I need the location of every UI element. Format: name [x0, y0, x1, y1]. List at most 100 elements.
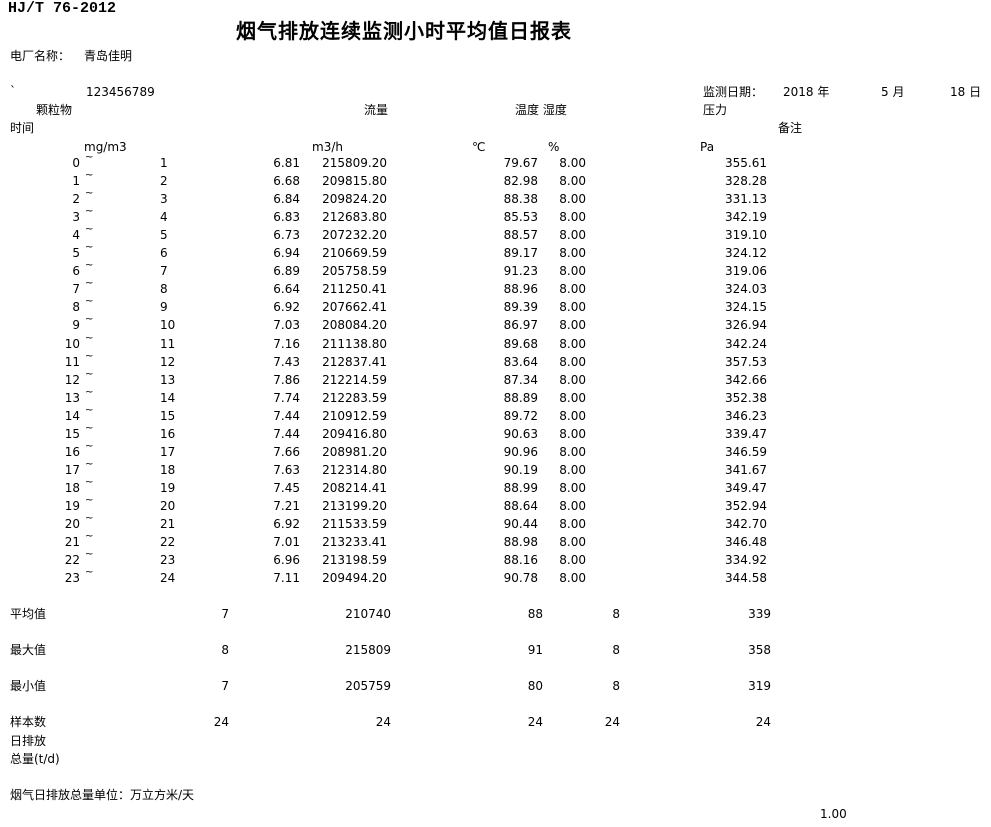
hour-start: 1 [72, 174, 80, 189]
hour-start: 4 [72, 228, 80, 243]
humidity-value: 8.00 [559, 264, 586, 279]
humidity-value: 8.00 [559, 228, 586, 243]
plant-name: 青岛佳明 [84, 49, 133, 63]
humidity-value: 8.00 [559, 174, 586, 189]
unit-flow: m3/h [312, 140, 343, 154]
hour-start: 20 [64, 517, 80, 531]
flow-value: 207232.20 [322, 228, 387, 243]
hour-end: 9 [160, 300, 168, 315]
humidity-value: 8.00 [559, 246, 586, 261]
pressure-value: 352.38 [725, 390, 767, 405]
tilde-separator: ~ [85, 188, 94, 200]
particulate-value: 7.03 [273, 318, 300, 333]
flow-value: 211138.80 [322, 336, 387, 351]
hour-end: 5 [160, 228, 168, 243]
hour-end: 20 [160, 498, 176, 513]
daily-total-label-1: 日排放 [10, 734, 47, 748]
pressure-value: 326.94 [725, 318, 767, 333]
particulate-value: 6.84 [273, 192, 300, 207]
pressure-value: 341.67 [725, 462, 767, 477]
particulate-value: 6.92 [273, 300, 300, 315]
col-flow: 流量 [364, 103, 389, 117]
humidity-value: 8.00 [559, 372, 586, 387]
hour-start: 18 [64, 480, 80, 495]
particulate-value: 6.81 [273, 156, 300, 170]
temperature-value: 91.23 [503, 264, 538, 279]
flow-value: 211250.41 [322, 282, 387, 297]
tilde-separator: ~ [85, 422, 94, 434]
tilde-separator: ~ [85, 368, 94, 380]
flow-value: 212283.59 [322, 390, 387, 405]
pressure-value: 357.53 [725, 354, 767, 369]
flow-value: 213198.59 [322, 553, 387, 568]
col-particulate: 颗粒物 [36, 103, 73, 117]
particulate-value: 6.89 [273, 264, 300, 279]
temperature-value: 88.57 [503, 228, 538, 243]
pressure-value: 342.24 [725, 336, 767, 351]
particulate-value: 7.21 [273, 498, 300, 513]
tilde-separator: ~ [85, 404, 94, 416]
tilde-separator: ~ [85, 332, 94, 344]
hour-start: 3 [72, 210, 80, 225]
hour-start: 14 [64, 408, 80, 423]
summary-label: 样本数 [10, 715, 47, 729]
tilde-separator: ~ [85, 314, 94, 326]
flow-value: 209824.20 [322, 192, 387, 207]
temperature-value: 82.98 [503, 174, 538, 189]
hour-end: 15 [160, 408, 176, 423]
particulate-value: 6.94 [273, 246, 300, 261]
humidity-value: 8.00 [559, 517, 586, 531]
plant-label: 电厂名称： [10, 49, 71, 63]
unit-humidity: % [548, 140, 560, 154]
page-title: 烟气排放连续监测小时平均值日报表 [236, 19, 572, 43]
temperature-value: 88.99 [503, 480, 538, 495]
col-time: 时间 [10, 121, 35, 135]
hour-end: 16 [160, 426, 176, 441]
humidity-value: 8.00 [559, 498, 586, 513]
pressure-value: 346.59 [725, 444, 767, 459]
pressure-value: 328.28 [725, 174, 767, 189]
hour-start: 2 [72, 192, 80, 207]
temperature-value: 91 [527, 643, 543, 657]
device-code: 123456789 [86, 85, 155, 99]
hour-start: 0 [72, 156, 80, 170]
hour-end: 8 [160, 282, 168, 297]
pressure-value: 358 [748, 643, 771, 657]
col-temp-humidity: 温度 湿度 [515, 103, 567, 117]
hour-end: 2 [160, 174, 168, 189]
pressure-value: 342.19 [725, 210, 767, 225]
flow-value: 212314.80 [322, 462, 387, 477]
tilde-separator: ~ [85, 170, 94, 182]
humidity-value: 8 [612, 607, 620, 621]
particulate-value: 24 [213, 715, 229, 729]
tilde-separator: ~ [85, 152, 94, 163]
particulate-value: 6.73 [273, 228, 300, 243]
particulate-value: 6.96 [273, 553, 300, 568]
flow-value: 210740 [345, 607, 391, 621]
flow-value: 212837.41 [322, 354, 387, 369]
hour-start: 7 [72, 282, 80, 297]
tilde-separator: ~ [85, 567, 94, 579]
unit-temp: ℃ [472, 140, 486, 154]
flow-value: 208214.41 [322, 480, 387, 495]
flow-value: 209416.80 [322, 426, 387, 441]
flow-value: 215809 [345, 643, 391, 657]
temperature-value: 88.98 [503, 535, 538, 550]
hour-start: 15 [64, 426, 80, 441]
hour-start: 17 [64, 462, 80, 477]
hour-start: 19 [64, 498, 80, 513]
particulate-value: 7.45 [273, 480, 300, 495]
humidity-value: 8.00 [559, 426, 586, 441]
hour-start: 13 [64, 390, 80, 405]
temperature-value: 86.97 [503, 318, 538, 333]
temperature-value: 89.68 [503, 336, 538, 351]
particulate-value: 6.64 [273, 282, 300, 297]
particulate-value: 6.92 [273, 517, 300, 531]
hour-start: 23 [64, 571, 80, 586]
pressure-value: 349.47 [725, 480, 767, 495]
flow-value: 210669.59 [322, 246, 387, 261]
pressure-value: 319.10 [725, 228, 767, 243]
flow-value: 210912.59 [322, 408, 387, 423]
flow-value: 213199.20 [322, 498, 387, 513]
humidity-value: 8.00 [559, 300, 586, 315]
